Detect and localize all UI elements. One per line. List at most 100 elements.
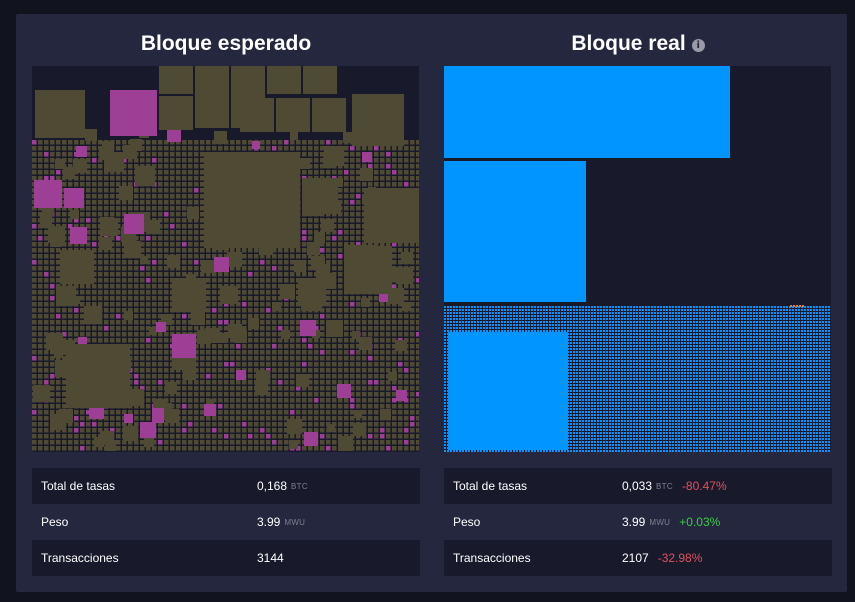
transaction-block[interactable]: [320, 248, 325, 253]
transaction-block[interactable]: [681, 324, 683, 326]
transaction-block[interactable]: [110, 416, 115, 421]
transaction-block[interactable]: [254, 350, 259, 355]
transaction-block[interactable]: [642, 309, 644, 311]
transaction-block[interactable]: [416, 320, 419, 325]
transaction-block[interactable]: [386, 338, 391, 343]
transaction-block[interactable]: [302, 428, 307, 433]
transaction-block[interactable]: [144, 437, 154, 447]
transaction-block[interactable]: [248, 284, 253, 289]
transaction-block[interactable]: [56, 286, 76, 306]
transaction-block[interactable]: [495, 330, 497, 332]
transaction-block[interactable]: [158, 224, 163, 229]
transaction-block[interactable]: [486, 306, 488, 308]
transaction-block[interactable]: [404, 290, 409, 295]
transaction-block[interactable]: [756, 336, 758, 338]
transaction-block[interactable]: [471, 318, 473, 320]
transaction-block[interactable]: [444, 318, 446, 320]
transaction-block[interactable]: [73, 159, 87, 173]
transaction-block[interactable]: [248, 296, 253, 301]
transaction-block[interactable]: [200, 254, 205, 259]
transaction-block[interactable]: [410, 146, 415, 151]
transaction-block[interactable]: [332, 296, 337, 301]
transaction-block[interactable]: [350, 308, 355, 313]
transaction-block[interactable]: [486, 324, 488, 326]
transaction-block[interactable]: [200, 440, 205, 445]
transaction-block[interactable]: [759, 330, 761, 332]
transaction-block[interactable]: [212, 320, 217, 325]
transaction-block[interactable]: [50, 440, 55, 445]
transaction-block[interactable]: [392, 380, 397, 385]
transaction-block[interactable]: [146, 368, 151, 373]
transaction-block[interactable]: [570, 309, 572, 311]
transaction-block[interactable]: [444, 315, 446, 317]
transaction-block[interactable]: [759, 315, 761, 317]
transaction-block[interactable]: [474, 327, 476, 329]
transaction-block[interactable]: [320, 338, 325, 343]
transaction-block[interactable]: [729, 315, 731, 317]
transaction-block[interactable]: [404, 446, 409, 451]
transaction-block[interactable]: [588, 306, 590, 308]
transaction-block[interactable]: [645, 321, 647, 323]
transaction-block[interactable]: [332, 164, 337, 169]
transaction-block[interactable]: [492, 309, 494, 311]
transaction-block[interactable]: [32, 308, 37, 313]
transaction-block[interactable]: [320, 422, 325, 427]
transaction-block[interactable]: [813, 312, 815, 314]
transaction-block[interactable]: [218, 440, 223, 445]
transaction-block[interactable]: [128, 422, 133, 427]
transaction-block[interactable]: [416, 308, 419, 313]
transaction-block[interactable]: [218, 356, 223, 361]
transaction-block[interactable]: [266, 326, 271, 331]
transaction-block[interactable]: [86, 176, 91, 181]
transaction-block[interactable]: [684, 318, 686, 320]
transaction-block[interactable]: [675, 321, 677, 323]
transaction-block[interactable]: [194, 170, 199, 175]
transaction-block[interactable]: [648, 324, 650, 326]
transaction-block[interactable]: [332, 254, 337, 259]
transaction-block[interactable]: [284, 338, 289, 343]
transaction-block[interactable]: [170, 164, 175, 169]
transaction-block[interactable]: [789, 336, 791, 338]
transaction-block[interactable]: [110, 332, 115, 337]
transaction-block[interactable]: [74, 440, 79, 445]
transaction-block[interactable]: [585, 315, 587, 317]
transaction-block[interactable]: [182, 218, 187, 223]
transaction-block[interactable]: [146, 278, 151, 283]
transaction-block[interactable]: [404, 326, 409, 331]
transaction-block[interactable]: [152, 254, 157, 259]
transaction-block[interactable]: [591, 336, 593, 338]
transaction-block[interactable]: [194, 326, 199, 331]
transaction-block[interactable]: [624, 315, 626, 317]
transaction-block[interactable]: [32, 278, 37, 283]
transaction-block[interactable]: [188, 398, 193, 403]
transaction-block[interactable]: [344, 380, 349, 385]
transaction-block[interactable]: [747, 333, 749, 335]
transaction-block[interactable]: [374, 164, 379, 169]
transaction-block[interactable]: [92, 140, 97, 145]
transaction-block[interactable]: [684, 336, 686, 338]
transaction-block[interactable]: [612, 315, 614, 317]
transaction-block[interactable]: [609, 312, 611, 314]
transaction-block[interactable]: [272, 356, 277, 361]
transaction-block[interactable]: [182, 212, 187, 217]
transaction-block[interactable]: [86, 410, 91, 415]
transaction-block[interactable]: [675, 312, 677, 314]
transaction-block[interactable]: [80, 422, 85, 427]
transaction-block[interactable]: [134, 278, 139, 283]
transaction-block[interactable]: [308, 236, 313, 241]
transaction-block[interactable]: [735, 309, 737, 311]
transaction-block[interactable]: [525, 324, 527, 326]
transaction-block[interactable]: [609, 324, 611, 326]
transaction-block[interactable]: [672, 327, 674, 329]
transaction-block[interactable]: [495, 324, 497, 326]
transaction-block[interactable]: [660, 309, 662, 311]
transaction-block[interactable]: [762, 330, 764, 332]
transaction-block[interactable]: [86, 158, 91, 163]
transaction-block[interactable]: [86, 182, 91, 187]
transaction-block[interactable]: [212, 440, 217, 445]
transaction-block[interactable]: [747, 306, 749, 308]
transaction-block[interactable]: [651, 333, 653, 335]
transaction-block[interactable]: [214, 257, 229, 272]
transaction-block[interactable]: [398, 440, 403, 445]
transaction-block[interactable]: [828, 327, 830, 329]
